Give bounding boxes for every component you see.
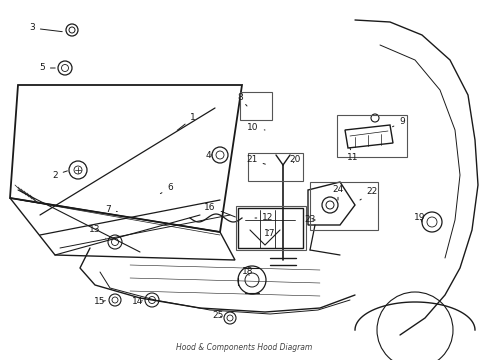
Text: 22: 22 xyxy=(359,188,377,200)
Text: 14: 14 xyxy=(132,297,143,306)
Text: 18: 18 xyxy=(242,267,253,276)
Bar xyxy=(336,115,406,157)
Bar xyxy=(247,153,303,181)
Text: 6: 6 xyxy=(160,184,173,194)
Text: 15: 15 xyxy=(94,297,105,306)
Text: 20: 20 xyxy=(289,156,300,165)
Bar xyxy=(240,92,271,120)
Text: 19: 19 xyxy=(413,212,425,222)
Text: 8: 8 xyxy=(237,94,246,106)
Text: 17: 17 xyxy=(264,229,275,238)
Text: 7: 7 xyxy=(105,206,117,215)
Text: 16: 16 xyxy=(204,202,235,217)
Text: 13: 13 xyxy=(89,225,105,238)
Text: 5: 5 xyxy=(39,63,55,72)
Text: 24: 24 xyxy=(332,185,343,200)
Bar xyxy=(309,182,377,230)
Text: 25: 25 xyxy=(212,310,223,320)
Text: Hood & Components Hood Diagram: Hood & Components Hood Diagram xyxy=(176,343,311,352)
Bar xyxy=(238,208,303,248)
Text: 11: 11 xyxy=(346,148,358,162)
Text: 2: 2 xyxy=(52,171,67,180)
Bar xyxy=(236,206,305,250)
Text: 10: 10 xyxy=(247,123,264,132)
Text: 1: 1 xyxy=(177,113,196,130)
Text: 23: 23 xyxy=(304,216,315,225)
Text: 3: 3 xyxy=(29,23,62,32)
Text: 9: 9 xyxy=(392,117,404,127)
Text: 4: 4 xyxy=(205,150,212,159)
Text: 21: 21 xyxy=(246,156,265,165)
Text: 12: 12 xyxy=(254,213,273,222)
